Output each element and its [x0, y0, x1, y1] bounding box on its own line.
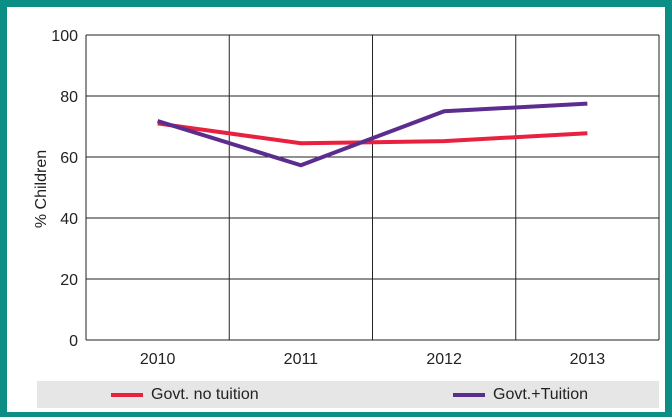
legend-label-govt-no-tuition: Govt. no tuition	[151, 385, 259, 403]
legend-label-govt-tuition: Govt.+Tuition	[493, 385, 589, 403]
series-group	[157, 101, 588, 168]
y-tick-label: 80	[60, 89, 78, 106]
x-tick-label: 2012	[426, 351, 462, 368]
legend-swatch-govt-no-tuition	[111, 392, 143, 397]
legend-item-govt-tuition: Govt.+Tuition	[453, 381, 588, 408]
legend: Govt. no tuition Govt.+Tuition	[37, 381, 659, 408]
legend-swatch-govt-tuition	[453, 392, 485, 397]
header-bar	[0, 0, 672, 7]
x-tick-label: 2010	[140, 351, 176, 368]
y-tick-label: 0	[69, 333, 78, 350]
x-tick-label: 2013	[570, 351, 606, 368]
y-tick-label: 100	[51, 28, 78, 45]
x-tick-label: 2011	[284, 351, 319, 368]
series-line-govt-no-tuition	[157, 121, 588, 146]
y-tick-labels: 0 20 40 60 80 100	[51, 28, 78, 350]
y-tick-label: 60	[60, 150, 78, 167]
grid	[85, 34, 660, 341]
series-line-govt-tuition	[157, 101, 588, 168]
y-tick-label: 40	[60, 211, 78, 228]
y-tick-label: 20	[60, 272, 78, 289]
legend-item-govt-no-tuition: Govt. no tuition	[111, 381, 259, 408]
x-tick-labels: 2010 2011 2012 2013	[140, 351, 605, 368]
y-axis-label: % Children	[33, 150, 50, 228]
